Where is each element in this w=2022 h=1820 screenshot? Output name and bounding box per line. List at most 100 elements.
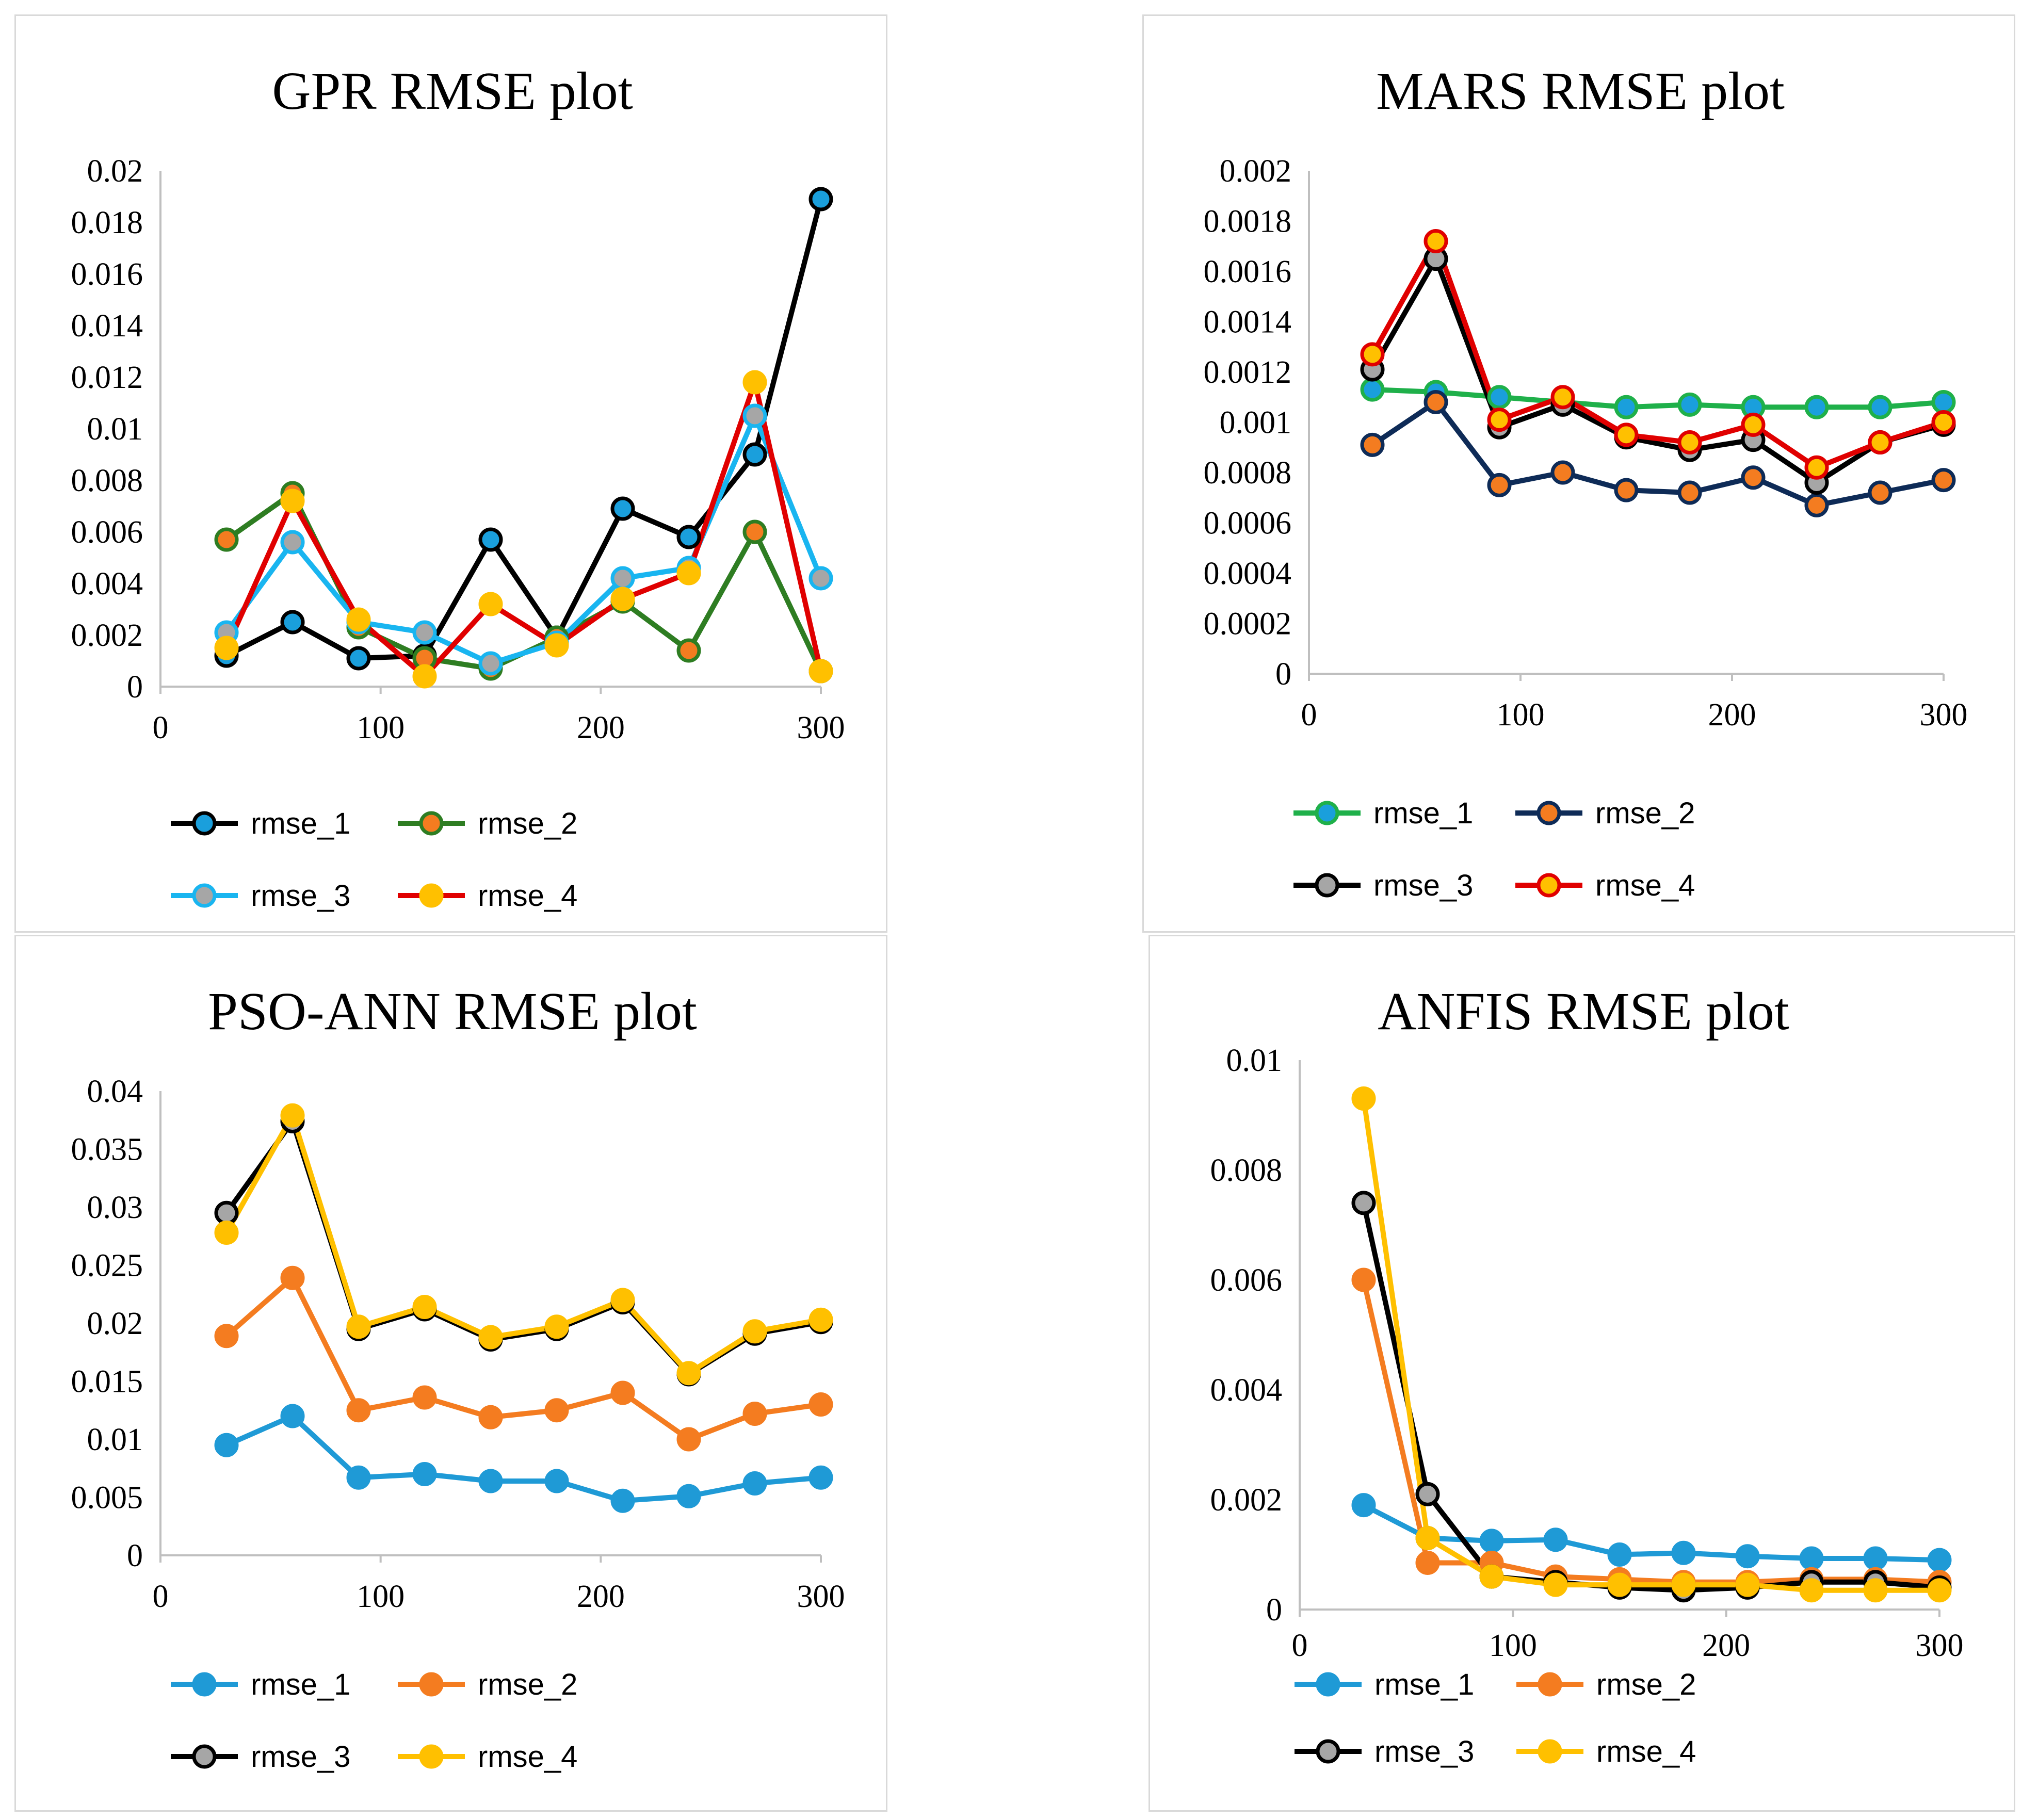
y-tick-label: 0.006: [71, 515, 143, 550]
data-point-rmse-4: [1799, 1578, 1824, 1603]
legend-swatch-marker: [1316, 1672, 1340, 1697]
legend-item-rmse-2: rmse_2: [1515, 797, 1695, 830]
data-point-rmse-4: [214, 636, 239, 660]
data-point-rmse-4: [1863, 1578, 1888, 1603]
y-tick-label: 0.02: [87, 154, 143, 189]
legend-label: rmse_3: [1373, 869, 1473, 902]
line-chart-svg: PSO-ANN RMSE plot 0 0.005 0.01 0.015 0.02 0.02…: [71, 982, 845, 1774]
data-point-rmse-1: [808, 187, 833, 212]
legend-swatch-marker: [1536, 873, 1561, 898]
y-tick-label: 0.0016: [1204, 254, 1292, 289]
legend-label: rmse_2: [1595, 797, 1695, 830]
legend-label: rmse_2: [478, 807, 577, 840]
y-tick-label: 0.004: [1210, 1373, 1283, 1408]
data-point-rmse-3: [412, 620, 437, 645]
data-point-rmse-4: [610, 587, 635, 611]
data-point-rmse-4: [676, 561, 701, 586]
legend-item-rmse-2: rmse_2: [1516, 1668, 1696, 1701]
legend-label: rmse_1: [1373, 797, 1473, 830]
legend-item-rmse-1: rmse_1: [171, 807, 350, 840]
y-tick-label: 0.035: [71, 1132, 143, 1167]
legend-item-rmse-3: rmse_3: [171, 879, 350, 913]
data-point-rmse-4: [544, 1314, 569, 1339]
series-line-rmse-3: [224, 1118, 821, 1377]
data-point-rmse-1: [280, 610, 305, 635]
data-point-rmse-4: [1804, 455, 1829, 480]
y-tick-label: 0.008: [1210, 1153, 1283, 1188]
data-point-rmse-2: [742, 1402, 767, 1426]
data-point-rmse-4: [1415, 1526, 1440, 1551]
data-point-rmse-2: [808, 1392, 833, 1417]
data-point-rmse-2: [1931, 468, 1956, 493]
data-point-rmse-1: [1863, 1546, 1888, 1571]
data-point-rmse-2: [1351, 1268, 1376, 1292]
data-point-rmse-2: [1804, 493, 1829, 517]
x-tick-label: 100: [357, 1579, 405, 1614]
data-point-rmse-4: [742, 1319, 767, 1344]
data-point-rmse-1: [742, 442, 767, 467]
data-point-rmse-4: [1360, 342, 1385, 367]
x-tick-label: 100: [1489, 1628, 1537, 1663]
data-point-rmse-1: [610, 496, 635, 521]
legend-label: rmse_2: [478, 1668, 577, 1701]
data-point-rmse-1: [346, 646, 371, 671]
series-line-rmse-4: [1370, 238, 1945, 470]
y-tick-label: 0: [1266, 1593, 1282, 1628]
data-point-rmse-1: [412, 1462, 437, 1486]
data-point-rmse-4: [544, 633, 569, 658]
data-point-rmse-1: [1677, 392, 1702, 417]
y-tick-label: 0.002: [1210, 1483, 1283, 1518]
legend-label: rmse_4: [1595, 869, 1695, 902]
legend-swatch-marker: [1315, 801, 1339, 825]
y-tick-label: 0: [127, 1538, 143, 1573]
legend-item-rmse-3: rmse_3: [171, 1740, 350, 1774]
data-point-rmse-3: [808, 566, 833, 591]
y-tick-label: 0.016: [71, 257, 143, 292]
series-line-rmse-2: [225, 491, 823, 673]
x-tick-label: 0: [153, 1579, 169, 1614]
legend-item-rmse-4: rmse_4: [398, 1740, 577, 1774]
data-point-rmse-4: [808, 1307, 833, 1332]
series-line-rmse-4: [224, 380, 823, 679]
legend-swatch-marker: [419, 811, 444, 836]
series-line-rmse-4: [224, 1113, 821, 1376]
legend-swatch-marker: [1315, 873, 1339, 898]
y-tick-label: 0: [1275, 657, 1291, 692]
data-point-rmse-1: [1931, 390, 1956, 414]
data-point-rmse-4: [1543, 1572, 1568, 1597]
data-point-rmse-2: [1550, 460, 1575, 485]
data-point-rmse-4: [808, 659, 833, 684]
data-point-rmse-4: [478, 1325, 503, 1350]
y-tick-label: 0.01: [87, 412, 143, 447]
legend-label: rmse_1: [251, 807, 350, 840]
y-tick-label: 0.01: [1226, 1043, 1283, 1078]
x-tick-label: 0: [153, 710, 169, 745]
x-tick-label: 100: [1497, 697, 1545, 733]
data-point-rmse-3: [214, 1200, 239, 1225]
data-point-rmse-4: [214, 1221, 239, 1245]
series-line-rmse-1: [225, 1413, 821, 1504]
data-point-rmse-4: [1868, 430, 1892, 454]
data-point-rmse-3: [1351, 1191, 1376, 1215]
series-line-rmse-3: [1370, 256, 1945, 485]
series-line-rmse-2: [1371, 399, 1944, 508]
series-line-rmse-3: [224, 413, 823, 666]
line-chart-svg: GPR RMSE plot 0 0.002 0.004 0.006 0.008 0.01 0.…: [71, 61, 845, 913]
y-tick-label: 0.018: [71, 205, 143, 240]
data-point-rmse-1: [808, 1465, 833, 1490]
data-point-rmse-1: [742, 1471, 767, 1496]
legend-label: rmse_1: [1374, 1668, 1474, 1701]
y-tick-label: 0: [127, 670, 143, 705]
data-point-rmse-1: [1614, 395, 1639, 419]
data-point-rmse-2: [280, 1265, 305, 1290]
data-point-rmse-2: [1614, 478, 1639, 502]
series-line-rmse-1: [1372, 387, 1944, 410]
data-point-rmse-4: [412, 664, 437, 689]
data-point-rmse-2: [1415, 1550, 1440, 1575]
data-point-rmse-1: [1543, 1528, 1568, 1552]
data-point-rmse-1: [1479, 1529, 1504, 1553]
data-point-rmse-1: [346, 1465, 371, 1490]
x-tick-label: 300: [797, 1579, 845, 1614]
legend-swatch-marker: [1538, 1739, 1562, 1764]
data-point-rmse-4: [412, 1295, 437, 1319]
